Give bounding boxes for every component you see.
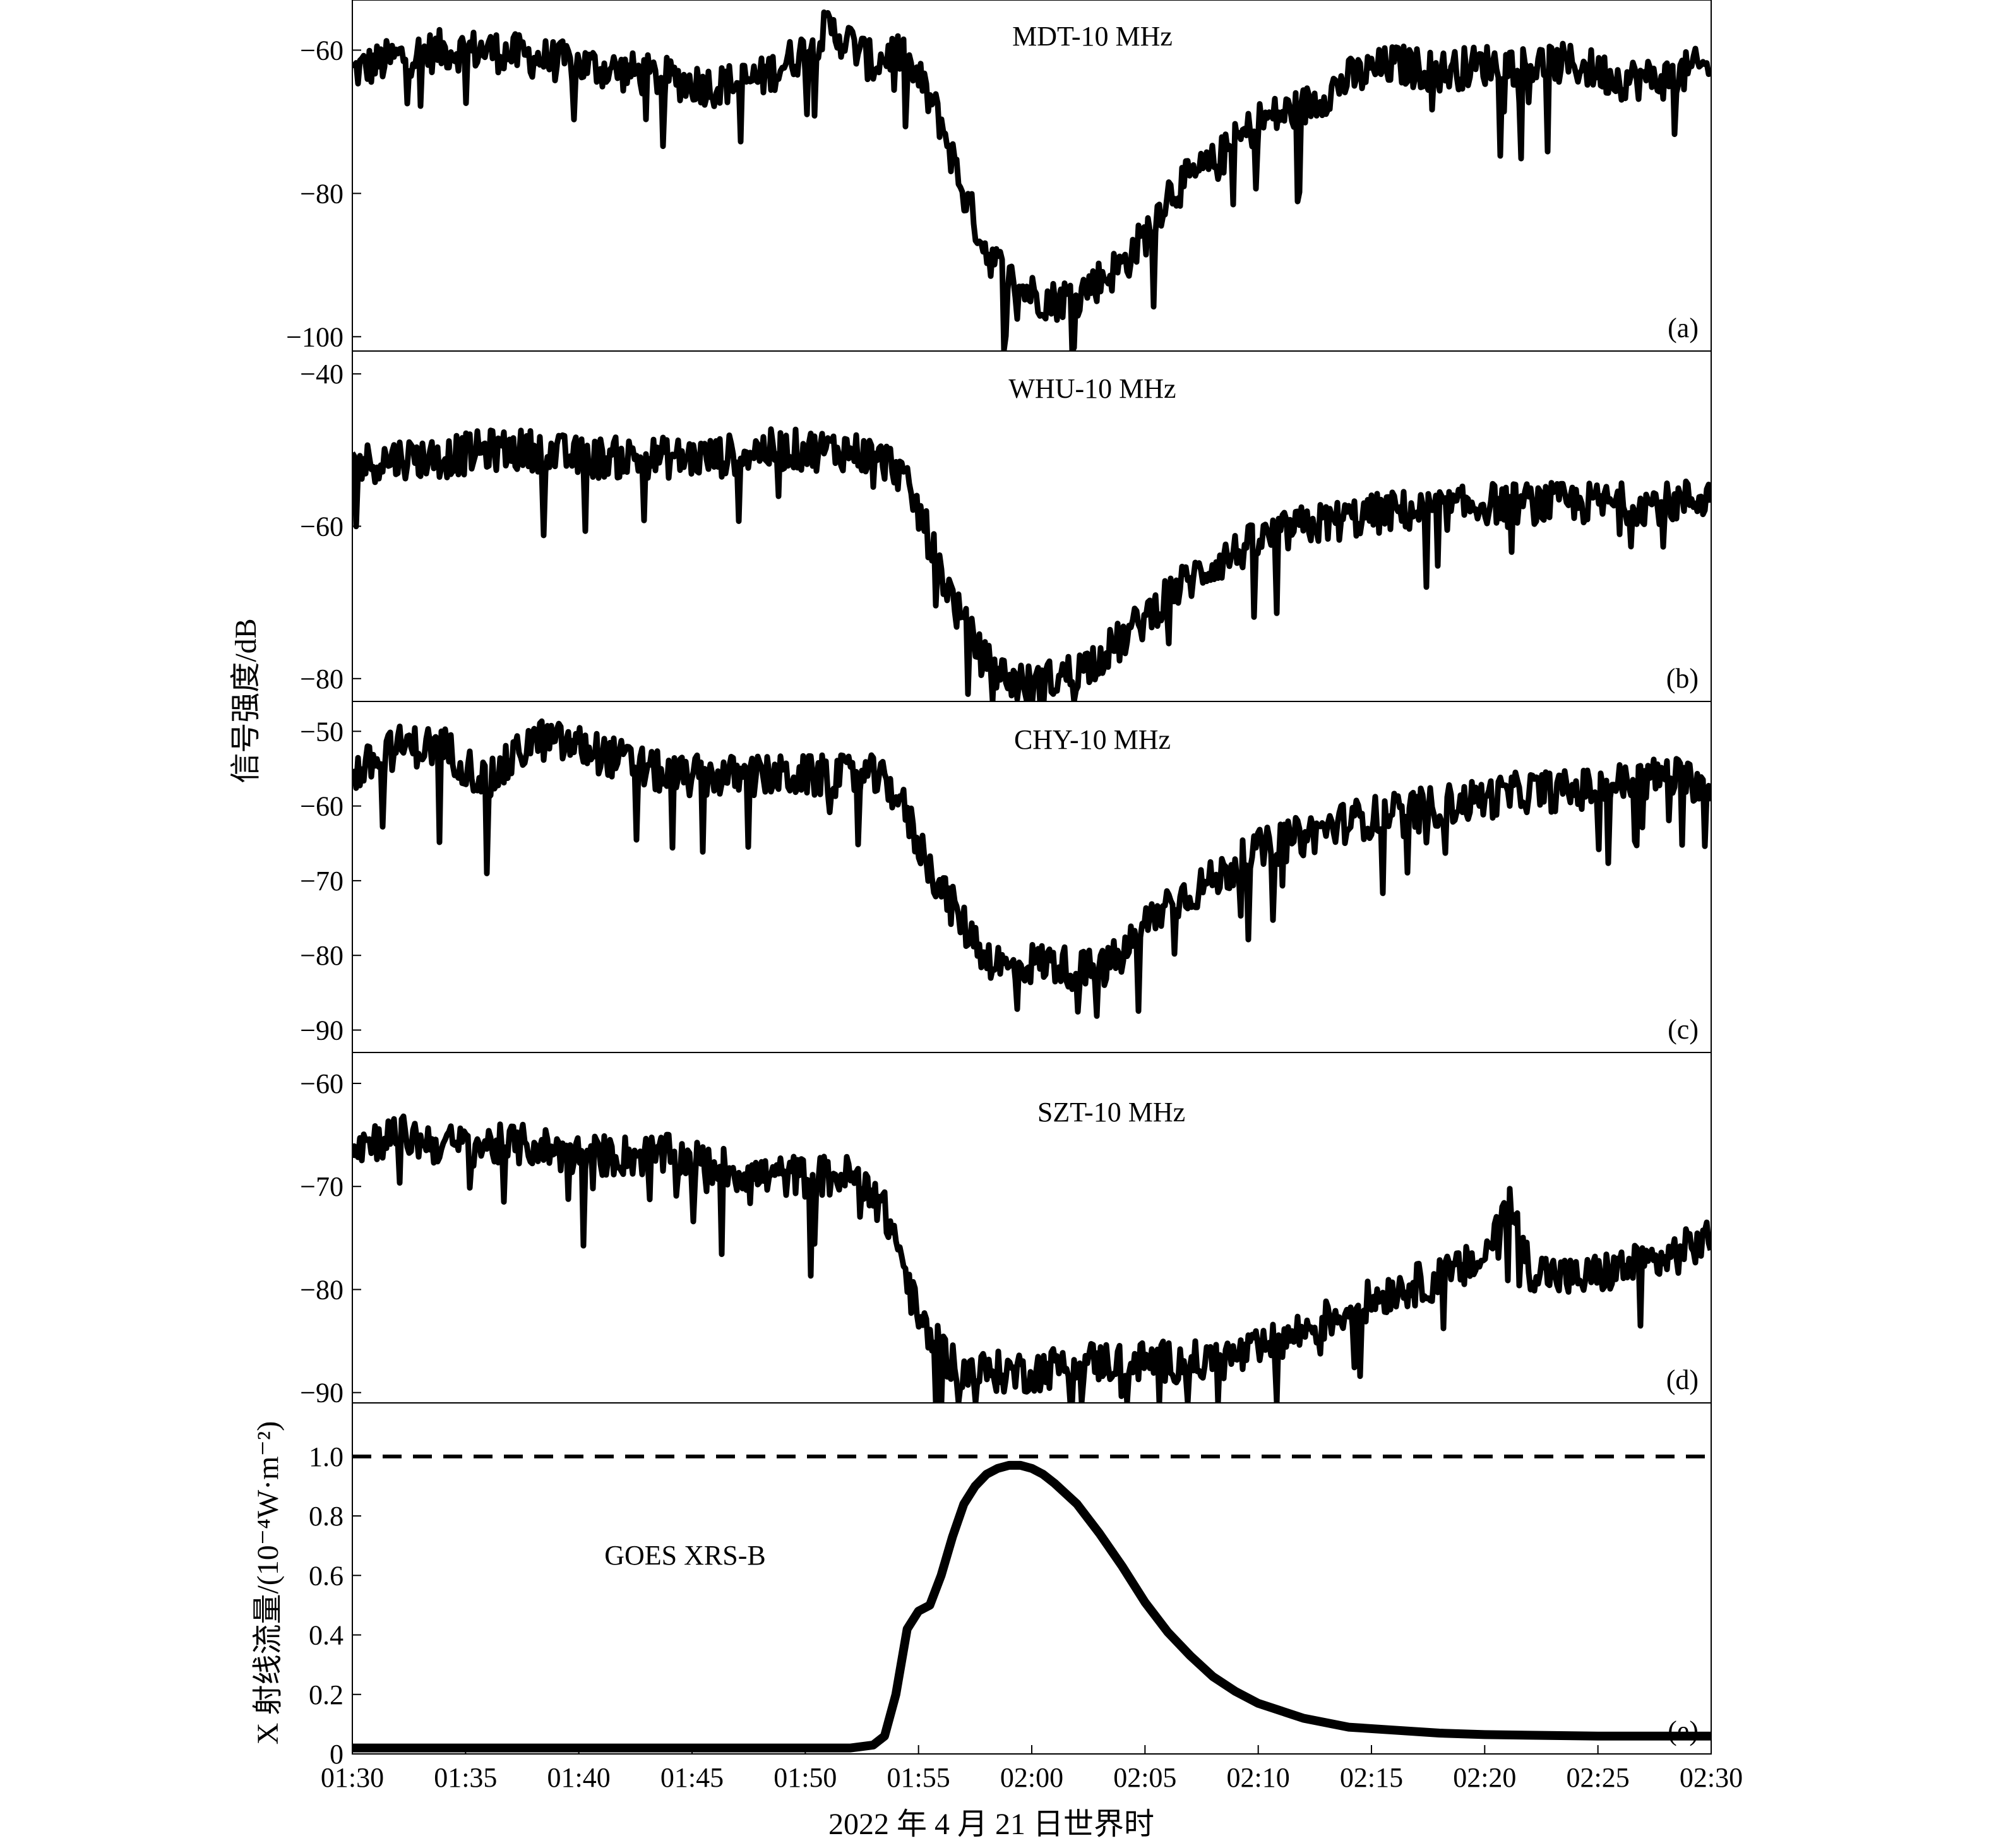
panel-e: 0 0.2 0.4 0.6 0.8 1.0 GOES XRS-B (e) bbox=[309, 1402, 1712, 1770]
y-tick-label: 0 bbox=[330, 1739, 343, 1770]
x-tick-label: 02:20 bbox=[1453, 1762, 1516, 1793]
y-tick-label: −80 bbox=[300, 940, 343, 971]
y-tick-label: −80 bbox=[300, 1274, 343, 1305]
x-tick-label: 02:00 bbox=[1000, 1762, 1063, 1793]
x-axis-ticks: 01:30 01:35 01:40 01:45 01:50 01:55 02:00 02:05… bbox=[321, 1745, 1743, 1793]
series-line bbox=[352, 426, 1711, 701]
panel-letter: (a) bbox=[1668, 313, 1699, 343]
panel-title: CHY-10 MHz bbox=[1014, 724, 1171, 755]
panel-letter: (c) bbox=[1668, 1014, 1699, 1045]
panel-letter: (b) bbox=[1666, 663, 1699, 694]
x-tick-label: 01:40 bbox=[547, 1762, 611, 1793]
y-tick-label: 0.2 bbox=[309, 1679, 343, 1710]
series-line bbox=[352, 9, 1711, 351]
x-tick-label: 02:10 bbox=[1227, 1762, 1290, 1793]
panel-letter: (d) bbox=[1666, 1364, 1699, 1395]
x-tick-label: 01:30 bbox=[321, 1762, 384, 1793]
panel-b: −40 −60 −80 WHU-10 MHz (b) bbox=[300, 350, 1712, 702]
x-tick-label: 02:05 bbox=[1113, 1762, 1176, 1793]
y-tick-label: −90 bbox=[300, 1378, 343, 1409]
y-tick-label: −40 bbox=[300, 359, 343, 390]
y-tick-label: 0.6 bbox=[309, 1560, 343, 1591]
y-tick-label: −60 bbox=[300, 791, 343, 822]
y-tick-label: −70 bbox=[300, 866, 343, 897]
y-tick-label: 1.0 bbox=[309, 1441, 343, 1472]
panel-c: −50 −60 −70 −80 −90 CHY-10 MHz (c) bbox=[300, 701, 1712, 1053]
x-tick-label: 01:45 bbox=[660, 1762, 724, 1793]
x-axis-label: 2022 年 4 月 21 日世界时 bbox=[828, 1808, 1154, 1841]
series-line bbox=[352, 1113, 1711, 1403]
x-tick-label: 01:50 bbox=[774, 1762, 837, 1793]
y-tick-label: −50 bbox=[300, 716, 343, 747]
panel-d: −60 −70 −80 −90 SZT-10 MHz (d) bbox=[300, 1052, 1712, 1409]
chart-panels: −60 −80 −100 MDT-10 MHz (a) −40 −60 −80 WHU-10 M… bbox=[286, 0, 1712, 1770]
panel-title: MDT-10 MHz bbox=[1012, 21, 1173, 52]
y-tick-label: −60 bbox=[300, 1068, 343, 1099]
y-tick-label: −90 bbox=[300, 1015, 343, 1046]
y-axis-label-signal: 信号强度/dB bbox=[229, 618, 263, 783]
series-line bbox=[352, 718, 1711, 1019]
panel-letter: (e) bbox=[1668, 1715, 1699, 1746]
y-tick-label: 0.4 bbox=[309, 1620, 343, 1651]
panel-title: SZT-10 MHz bbox=[1037, 1097, 1185, 1128]
y-tick-label: −60 bbox=[300, 511, 343, 542]
y-axis-label-xray: X 射线流量/(10⁻⁴W·m⁻²) bbox=[251, 1421, 285, 1744]
x-tick-label: 02:25 bbox=[1567, 1762, 1630, 1793]
series-line bbox=[352, 1460, 1711, 1753]
y-tick-label: −80 bbox=[300, 664, 343, 694]
x-tick-label: 01:35 bbox=[434, 1762, 497, 1793]
y-tick-label: 0.8 bbox=[309, 1501, 343, 1532]
x-tick-label: 02:15 bbox=[1340, 1762, 1403, 1793]
y-tick-label: −100 bbox=[286, 321, 343, 352]
y-tick-label: −70 bbox=[300, 1171, 343, 1202]
x-tick-label: 01:55 bbox=[887, 1762, 950, 1793]
y-tick-label: −60 bbox=[300, 35, 343, 66]
x-tick-label: 02:30 bbox=[1680, 1762, 1743, 1793]
panel-a: −60 −80 −100 MDT-10 MHz (a) bbox=[286, 0, 1712, 352]
panel-title: WHU-10 MHz bbox=[1008, 373, 1176, 404]
panel-title: GOES XRS-B bbox=[604, 1540, 766, 1571]
y-tick-label: −80 bbox=[300, 178, 343, 209]
